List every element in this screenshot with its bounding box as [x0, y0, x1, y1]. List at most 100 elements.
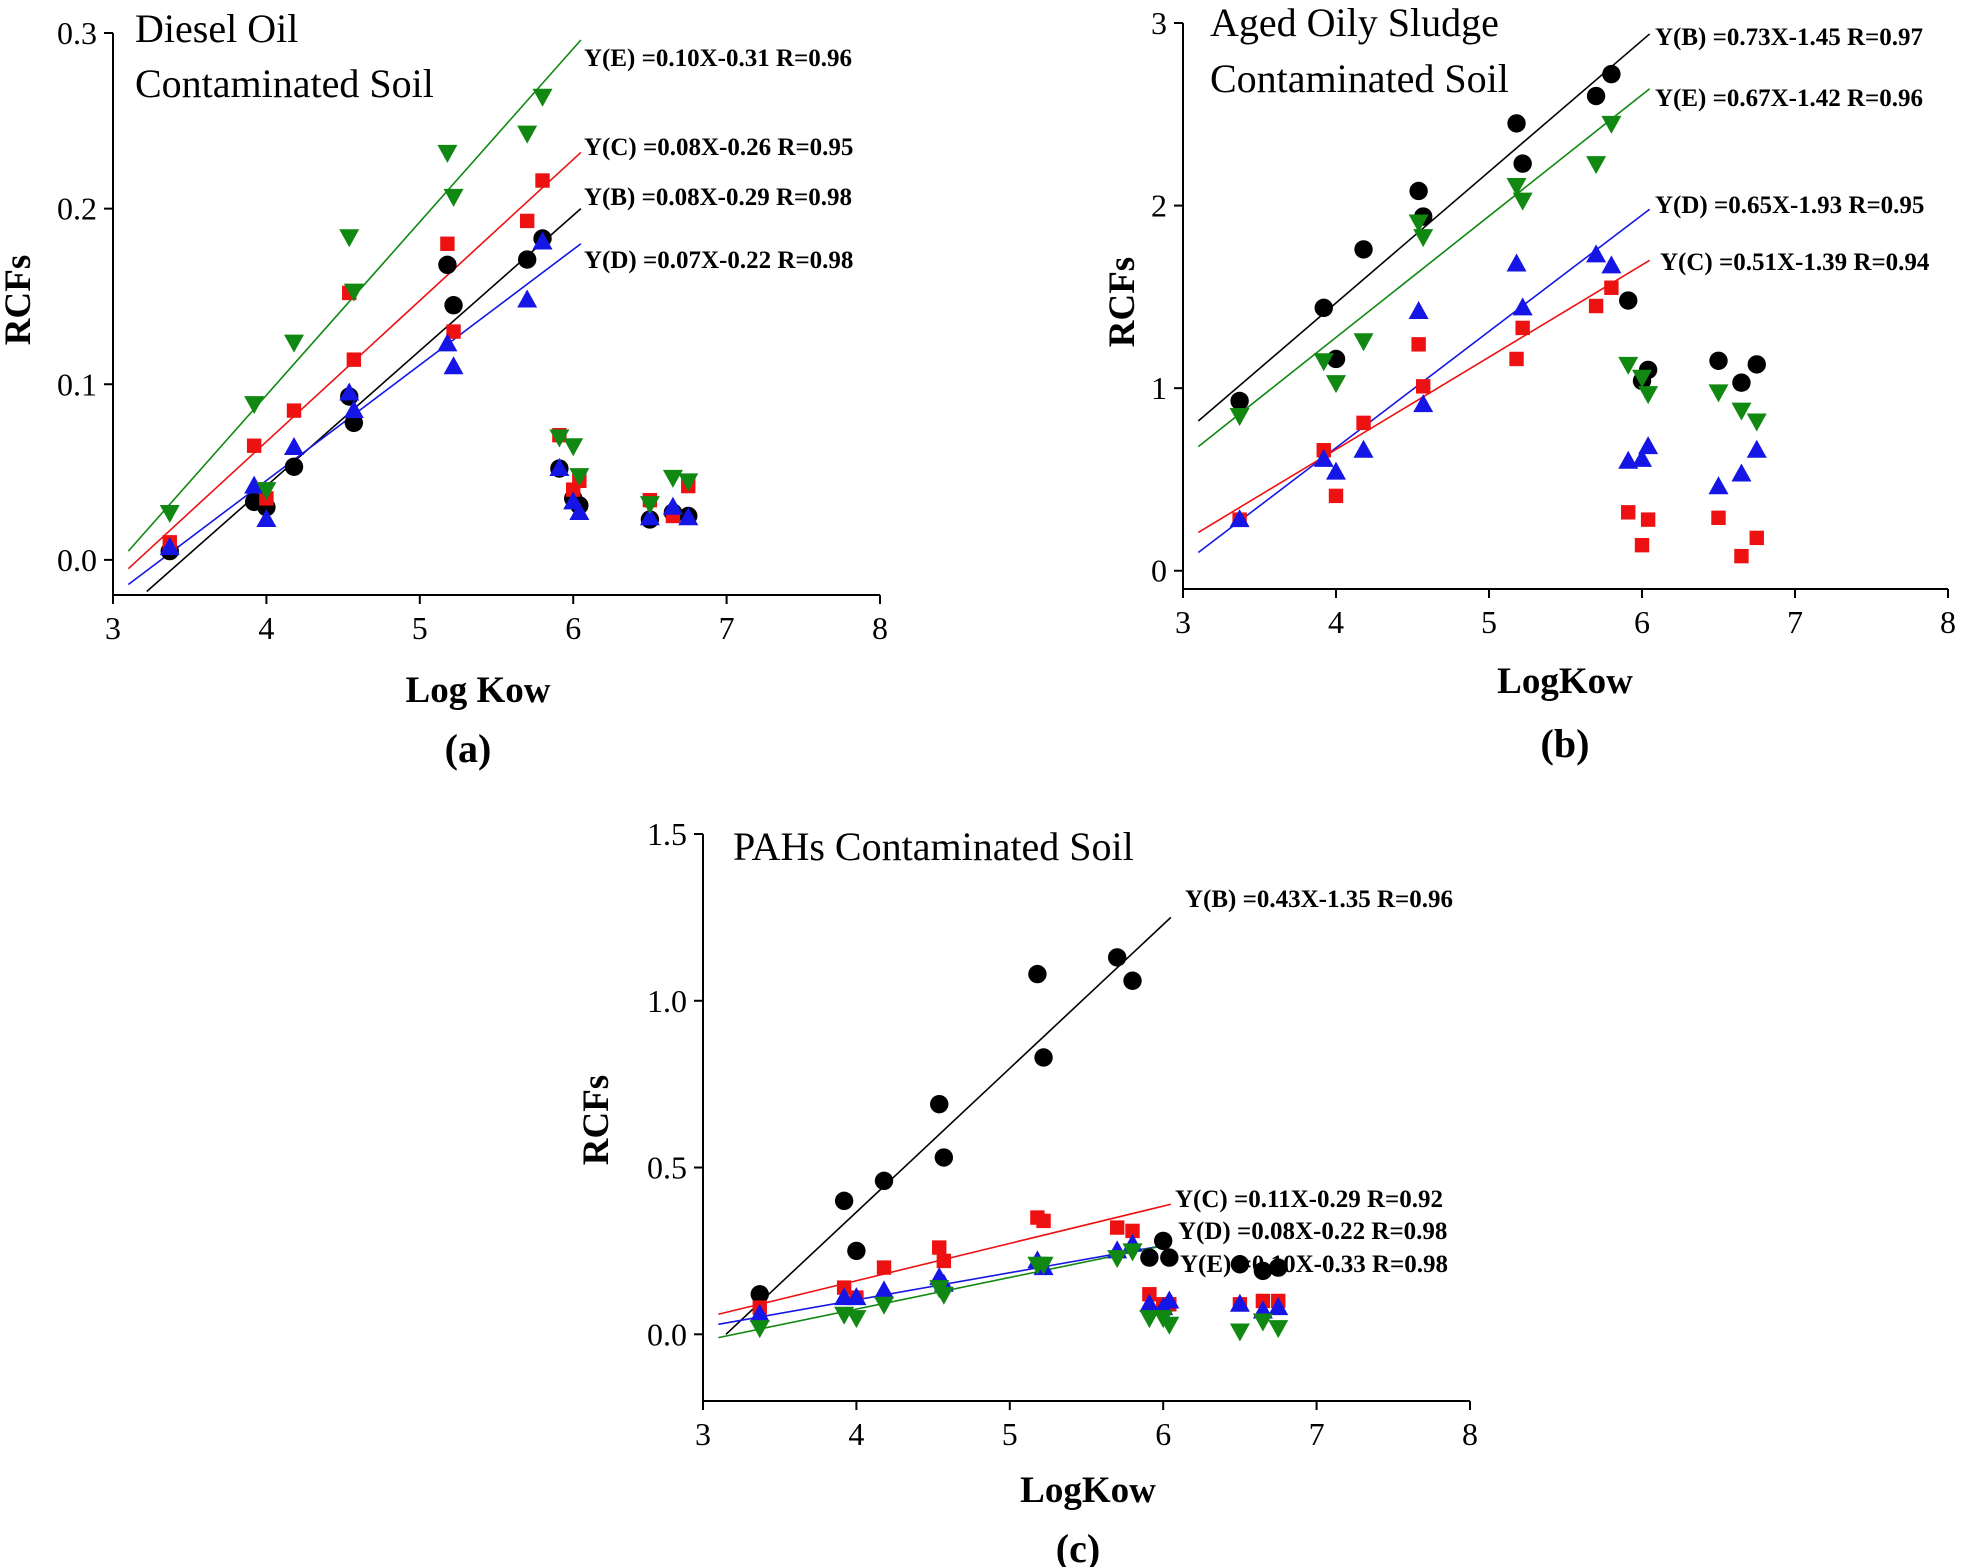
panel-a-point-d	[339, 382, 360, 401]
panel-a-point-d	[569, 501, 590, 520]
panel-c-point-e	[846, 1310, 867, 1329]
panel-b-point-d	[1586, 244, 1607, 263]
panel-c-point-b	[930, 1094, 949, 1114]
panel-a-point-d	[549, 458, 570, 477]
panel-c-point-b	[874, 1171, 894, 1191]
panel-c-point-b	[1253, 1261, 1273, 1281]
panel-b-point-c	[1711, 510, 1726, 525]
panel-c-x-axis-title: LogKow	[1020, 1470, 1156, 1511]
panel-a-point-d	[437, 333, 458, 352]
panel-c-point-b	[934, 1148, 954, 1167]
panel-b-x-axis-title: LogKow	[1497, 661, 1633, 702]
panel-b-point-b	[1732, 373, 1751, 392]
panel-c-point-d	[1268, 1297, 1289, 1316]
panel-c-point-d	[1159, 1290, 1180, 1309]
panel-c-point-b	[1154, 1231, 1173, 1251]
panel-b-point-c	[1588, 298, 1604, 314]
panel-b-title-line-1: Aged Oily Sludge	[1210, 0, 1499, 45]
panel-a-point-c	[519, 213, 535, 229]
panel-a-title-line-1: Diesel Oil	[135, 6, 298, 51]
panel-c-y-tick-label: 0.5	[647, 1150, 687, 1186]
panel-a-point-e	[517, 125, 538, 144]
panel-a-point-e	[639, 496, 660, 515]
panel-a-y-tick-label: 0.0	[57, 542, 97, 578]
panel-b-point-c	[1416, 379, 1431, 394]
panel-a-point-d	[532, 231, 553, 250]
panel-a-point-b	[438, 255, 457, 275]
panel-c-point-e	[1159, 1316, 1180, 1335]
panel-b-point-d	[1708, 476, 1729, 495]
panel-b-point-d	[1731, 463, 1752, 482]
panel-a-point-e	[563, 438, 584, 457]
panel-b-point-e	[1586, 156, 1607, 175]
panel-b-point-e	[1313, 353, 1334, 372]
panel-b-point-b	[1354, 240, 1373, 259]
panel-a-point-e	[443, 188, 464, 207]
panel-b-point-d	[1746, 439, 1767, 458]
panel-b-point-b	[1409, 181, 1428, 201]
panel-b-x-tick-label: 5	[1481, 604, 1497, 640]
panel-b-point-b	[1709, 351, 1728, 370]
panel-c-y-axis-title: RCFs	[576, 1075, 617, 1165]
panel-b-point-e	[1506, 177, 1527, 196]
panel-c-equation-c: Y(C) =0.11X-0.29 R=0.92	[1175, 1186, 1443, 1213]
panel-c-point-b	[847, 1241, 866, 1261]
panel-c-point-e	[1139, 1310, 1160, 1329]
panel-b-point-e	[1512, 192, 1533, 211]
panel-b-point-c	[1640, 512, 1656, 527]
panel-b-point-c	[1509, 351, 1524, 367]
panel-b-point-d	[1408, 300, 1429, 319]
panel-a-point-b	[284, 457, 304, 476]
panel-b-point-d	[1638, 436, 1659, 455]
panel-a-equation-c: Y(C) =0.08X-0.26 R=0.95	[584, 134, 853, 161]
panel-b-point-d	[1229, 509, 1250, 528]
panel-b-point-d	[1313, 448, 1334, 467]
panel-b-point-e	[1408, 214, 1429, 233]
panel-c-point-e	[1122, 1243, 1143, 1262]
panel-a-point-e	[532, 88, 553, 107]
panel-b-y-tick-label: 0	[1151, 553, 1167, 589]
panel-a-y-tick-label: 0.3	[57, 15, 97, 51]
panel-b-point-b	[1602, 64, 1621, 84]
panel-c: 3 4 5 6 7 8 0.0 0.5 1.0 1.5 PAHs Contaminated Soi…	[576, 816, 1478, 1567]
panel-b-point-c	[1749, 530, 1764, 546]
panel-b-data-points	[1229, 64, 1767, 564]
panel-b-fit-line-b	[1197, 33, 1651, 422]
panel-b-label: (b)	[1541, 721, 1590, 766]
panel-a-point-e	[256, 482, 277, 501]
panel-c-point-e	[1252, 1313, 1273, 1332]
panel-b-point-d	[1601, 255, 1622, 274]
panel-b-point-d	[1506, 253, 1527, 272]
panel-a-point-e	[284, 334, 305, 353]
panel-c-point-d	[846, 1287, 867, 1306]
panel-b-point-e	[1326, 375, 1346, 394]
panel-a-point-d	[256, 508, 277, 527]
panel-a-title-line-2: Contaminated Soil	[135, 61, 434, 106]
panel-c-point-b	[1140, 1248, 1159, 1267]
panel-a-y-tick-label: 0.1	[57, 366, 97, 402]
panel-c-x-tick-label: 7	[1309, 1416, 1325, 1452]
panel-c-x-tick-label: 3	[695, 1416, 711, 1452]
panel-c-point-d	[1229, 1293, 1250, 1312]
panel-b-equation-c: Y(C) =0.51X-1.39 R=0.94	[1660, 249, 1930, 276]
panel-a-point-d	[678, 507, 699, 526]
panel-b-point-b	[1619, 291, 1638, 310]
panel-a: 3 4 5 6 7 8 0.0 0.1 0.2 0.3 Diesel Oil Contaminat…	[0, 6, 888, 771]
panel-a-equation-b: Y(B) =0.08X-0.29 R=0.98	[584, 184, 852, 211]
panel-a-point-b	[517, 250, 537, 269]
panel-b-x-tick-label: 6	[1634, 604, 1650, 640]
panel-b-y-tick-label: 1	[1151, 370, 1167, 406]
panel-a-label: (a)	[445, 726, 492, 771]
panel-b-fit-line-e	[1197, 88, 1651, 448]
panel-c-point-b	[1107, 948, 1127, 967]
panel-c-x-tick-label: 5	[1002, 1416, 1018, 1452]
panel-c-point-b	[1028, 964, 1047, 984]
panel-a-point-e	[569, 468, 590, 487]
panel-c-point-c	[1125, 1223, 1140, 1239]
panel-b-equation-d: Y(D) =0.65X-1.93 R=0.95	[1655, 192, 1924, 219]
panel-b-title-line-2: Contaminated Soil	[1210, 56, 1509, 101]
panel-a-point-c	[440, 236, 455, 251]
panel-a-fit-line-b	[146, 208, 582, 593]
panel-b-point-c	[1328, 488, 1344, 504]
panel-c-point-e	[933, 1286, 954, 1305]
